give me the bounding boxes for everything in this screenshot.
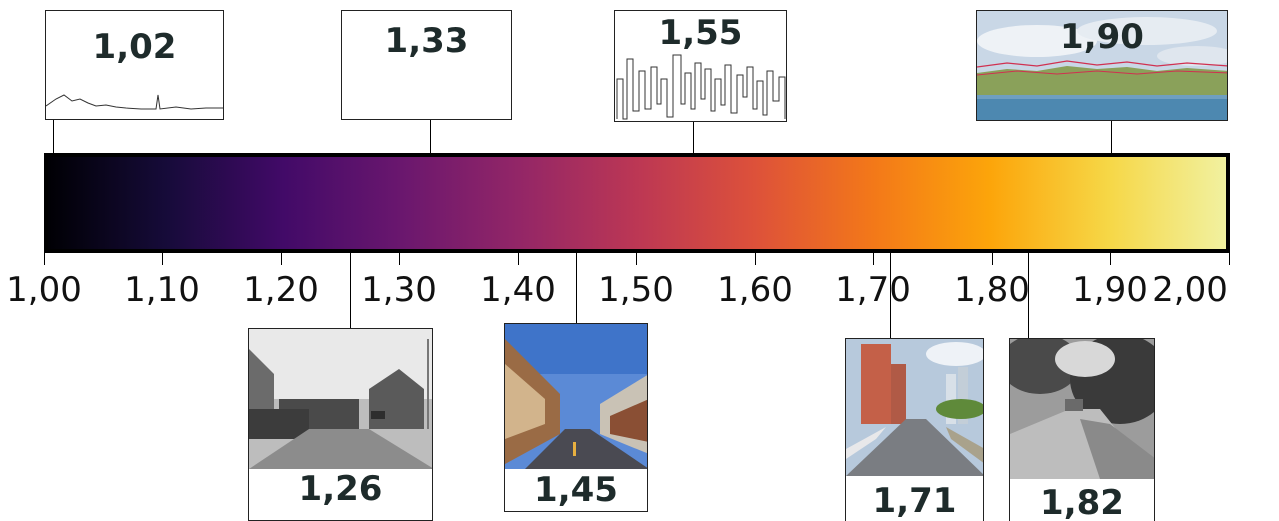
tick-label: 2,00 xyxy=(1152,270,1228,310)
leader-line xyxy=(1028,253,1029,339)
tick-mark xyxy=(1110,253,1111,265)
tick-mark xyxy=(992,253,993,265)
tick-label: 1,70 xyxy=(835,270,911,310)
example-card-1-82: 1,82 xyxy=(1009,338,1155,521)
example-value-label: 1,45 xyxy=(534,470,618,510)
tick-mark xyxy=(1229,253,1230,265)
leader-line xyxy=(576,253,577,324)
tick-label: 1,20 xyxy=(243,270,319,310)
example-card-1-90: 1,90 xyxy=(976,10,1228,121)
leader-line xyxy=(890,253,891,339)
example-value-label: 1,82 xyxy=(1040,483,1124,521)
fractal-dimension-colorbar xyxy=(44,153,1230,253)
example-card-1-33: 1,33 xyxy=(341,10,512,120)
example-value-label: 1,02 xyxy=(92,27,177,67)
example-value-label: 1,71 xyxy=(872,481,957,521)
tick-label: 1,80 xyxy=(954,270,1030,310)
example-card-1-45: 1,45 xyxy=(504,323,648,512)
example-value-label: 1,26 xyxy=(298,469,383,509)
grayscale-suburban-street-photo xyxy=(249,329,432,469)
example-card-1-02: 1,02 xyxy=(45,10,224,120)
city-skyline-outline-icon xyxy=(616,54,786,120)
leader-line xyxy=(693,121,694,155)
color-city-avenue-photo xyxy=(846,339,983,476)
tick-mark xyxy=(873,253,874,265)
tick-mark xyxy=(281,253,282,265)
tick-label: 1,90 xyxy=(1072,270,1148,310)
tick-mark xyxy=(518,253,519,265)
tick-mark xyxy=(399,253,400,265)
tick-mark xyxy=(44,253,45,265)
tick-label: 1,30 xyxy=(361,270,437,310)
example-card-1-26: 1,26 xyxy=(248,328,433,521)
color-village-street-photo xyxy=(505,324,647,469)
tick-label: 1,40 xyxy=(480,270,556,310)
tick-label: 1,10 xyxy=(124,270,200,310)
lake-horizon-photo xyxy=(977,11,1227,120)
grayscale-tree-lined-street-photo xyxy=(1010,339,1154,479)
leader-line xyxy=(1111,120,1112,155)
tick-mark xyxy=(755,253,756,265)
tick-mark xyxy=(636,253,637,265)
example-value-label: 1,90 xyxy=(1060,17,1144,57)
leader-line xyxy=(430,119,431,155)
tick-label: 1,60 xyxy=(717,270,793,310)
tick-label: 1,50 xyxy=(598,270,674,310)
tick-mark xyxy=(162,253,163,265)
example-value-label: 1,33 xyxy=(384,21,469,61)
example-card-1-55: 1,55 xyxy=(614,10,787,122)
leader-line xyxy=(350,253,351,329)
leader-line xyxy=(53,119,54,155)
example-value-label: 1,55 xyxy=(658,13,743,53)
coastline-line-icon xyxy=(46,94,223,110)
tick-label: 1,00 xyxy=(6,270,82,310)
example-card-1-71: 1,71 xyxy=(845,338,984,521)
